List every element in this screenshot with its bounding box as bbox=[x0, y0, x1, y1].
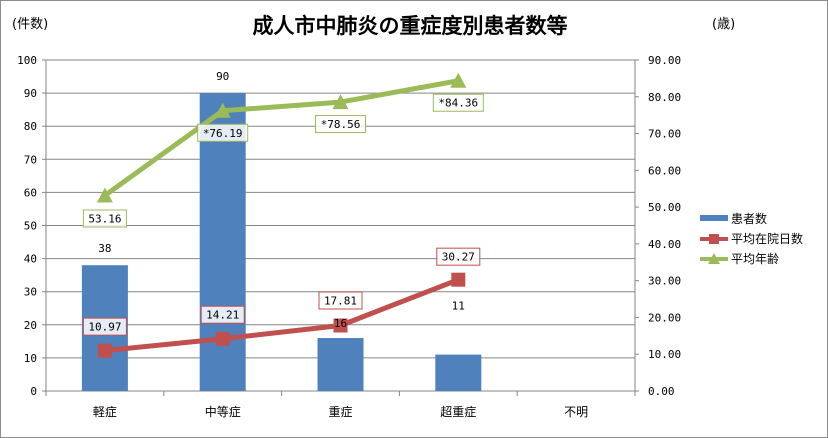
avg-stay-label: 30.27 bbox=[436, 247, 481, 266]
line-series bbox=[96, 72, 467, 358]
left-tick-label: 30 bbox=[24, 286, 37, 299]
avg-stay-label: 10.97 bbox=[82, 317, 127, 336]
category-label: 軽症 bbox=[93, 404, 117, 419]
avg-age-label-box bbox=[432, 93, 484, 112]
right-tick-label: 10.00 bbox=[648, 348, 681, 361]
avg-stay-label: 14.21 bbox=[200, 305, 245, 324]
right-tick-label: 60.00 bbox=[648, 164, 681, 177]
category-label: 重症 bbox=[328, 404, 352, 419]
marker-avg-age bbox=[214, 102, 231, 118]
category-label: 中等症 bbox=[205, 404, 241, 419]
legend-marker-avg-stay-days bbox=[709, 234, 719, 244]
line-avg-stay-days bbox=[104, 277, 460, 354]
marker-avg-stay-days bbox=[451, 272, 466, 287]
avg-age-label: *78.56 bbox=[315, 115, 366, 134]
left-tick-label: 60 bbox=[24, 186, 37, 199]
right-tick-label: 70.00 bbox=[648, 128, 681, 141]
avg-stay-label-box bbox=[436, 247, 481, 266]
avg-stay-label-box bbox=[200, 305, 245, 324]
bar-value-label: 38 bbox=[98, 242, 111, 255]
legend-swatch-patients bbox=[700, 215, 728, 221]
avg-age-label: 53.16 bbox=[82, 209, 127, 228]
avg-age-label-box bbox=[197, 123, 249, 142]
right-tick-label: 20.00 bbox=[648, 311, 681, 324]
left-tick-label: 40 bbox=[24, 253, 37, 266]
avg-age-label-box bbox=[315, 115, 366, 134]
bar-value-label: 11 bbox=[452, 300, 465, 313]
legend-label-patients: 患者数 bbox=[731, 211, 767, 226]
right-tick-label: 40.00 bbox=[648, 238, 681, 251]
left-tick-label: 10 bbox=[24, 352, 37, 365]
marker-avg-age bbox=[96, 187, 113, 203]
right-tick-label: 0.00 bbox=[648, 385, 675, 398]
avg-age-label-text: *78.56 bbox=[321, 118, 361, 131]
legend-label-avg-stay-days: 平均在院日数 bbox=[731, 231, 803, 246]
marker-avg-age bbox=[450, 72, 467, 88]
legend-label-avg-age: 平均年齢 bbox=[731, 251, 779, 266]
avg-age-label-text: 53.16 bbox=[88, 212, 121, 225]
right-tick-label: 50.00 bbox=[648, 201, 681, 214]
marker-avg-age bbox=[332, 94, 349, 110]
avg-stay-label-text: 14.21 bbox=[206, 309, 239, 322]
right-tick-label: 30.00 bbox=[648, 275, 681, 288]
data-labels: 38 90 16 11 10.97 14.21 17.81 30.27 53.16 *76.19 *… bbox=[82, 70, 484, 336]
left-axis-unit: (件数) bbox=[12, 17, 48, 32]
avg-age-label: *84.36 bbox=[432, 93, 484, 112]
left-tick-label: 0 bbox=[30, 385, 37, 398]
avg-age-label-text: *76.19 bbox=[203, 127, 243, 140]
avg-stay-label-box bbox=[82, 317, 127, 336]
legend-marker-avg-age bbox=[708, 253, 720, 264]
avg-stay-label-text: 30.27 bbox=[442, 251, 475, 264]
left-tick-label: 100 bbox=[17, 54, 37, 67]
bar-patients bbox=[317, 338, 364, 391]
avg-age-label-text: *84.36 bbox=[438, 97, 478, 110]
bar-patients bbox=[435, 354, 482, 391]
avg-stay-label-text: 17.81 bbox=[324, 294, 357, 307]
avg-age-label: *76.19 bbox=[197, 123, 249, 142]
left-tick-label: 90 bbox=[24, 87, 37, 100]
avg-age-label-box bbox=[82, 209, 127, 228]
chart-title: 成人市中肺炎の重症度別患者数等 bbox=[253, 14, 568, 38]
avg-stay-label-box bbox=[318, 291, 363, 310]
category-label: 超重症 bbox=[440, 404, 476, 419]
left-tick-label: 20 bbox=[24, 319, 37, 332]
line-avg-age bbox=[103, 78, 459, 198]
left-tick-label: 80 bbox=[24, 120, 37, 133]
marker-avg-stay-days bbox=[97, 343, 112, 358]
right-axis-unit: (歳) bbox=[712, 17, 735, 32]
marker-avg-stay-days bbox=[333, 318, 348, 333]
right-tick-label: 90.00 bbox=[648, 54, 681, 67]
left-tick-label: 70 bbox=[24, 153, 37, 166]
marker-avg-stay-days bbox=[215, 331, 230, 346]
right-tick-label: 80.00 bbox=[648, 91, 681, 104]
bar-value-label: 16 bbox=[334, 317, 347, 330]
avg-stay-label: 17.81 bbox=[318, 291, 363, 310]
category-label: 不明 bbox=[564, 405, 588, 419]
left-tick-label: 50 bbox=[24, 220, 37, 233]
avg-stay-label-text: 10.97 bbox=[88, 321, 121, 334]
bar-value-label: 90 bbox=[216, 70, 229, 83]
